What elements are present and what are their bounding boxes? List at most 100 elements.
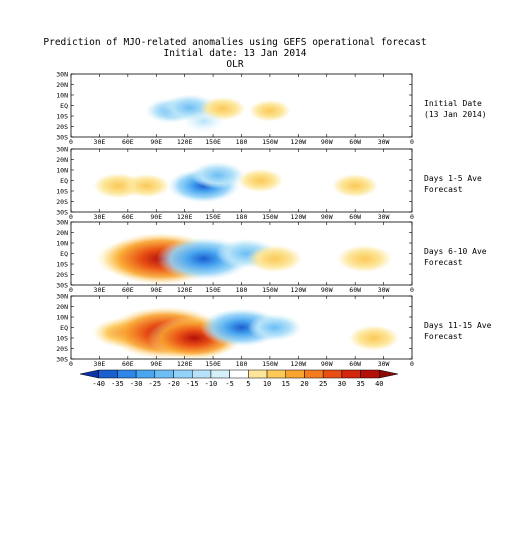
- lon-tick-label: 30E: [94, 213, 106, 221]
- colorbar-tick-label: 15: [282, 380, 290, 388]
- lat-tick-label: EQ: [60, 324, 68, 332]
- lon-tick-label: 60E: [122, 138, 134, 146]
- panel-sublabel: Forecast: [424, 258, 463, 267]
- lon-tick-label: 150E: [205, 138, 221, 146]
- lon-tick-label: 150E: [205, 286, 221, 294]
- lon-tick-label: 90E: [150, 360, 162, 368]
- colorbar-tick-label: -30: [130, 380, 143, 388]
- lon-tick-label: 0: [69, 286, 73, 294]
- anomaly-blob: [337, 245, 392, 273]
- colorbar-tick-label: 35: [356, 380, 364, 388]
- colorbar-tick-label: -10: [205, 380, 218, 388]
- colorbar-swatch: [210, 369, 230, 379]
- colorbar-swatch: [135, 369, 156, 379]
- lon-tick-label: 0: [69, 138, 73, 146]
- colorbar-swatch: [98, 369, 118, 379]
- colorbar-swatch: [117, 369, 137, 379]
- lat-tick-label: 10N: [56, 166, 68, 174]
- colorbar-tick-label: 20: [300, 380, 308, 388]
- lat-tick-label: 30N: [56, 218, 68, 226]
- lon-tick-label: 30W: [378, 213, 390, 221]
- colorbar-swatch: [341, 369, 361, 379]
- colorbar-tick-label: -15: [186, 380, 199, 388]
- anomaly-blob: [247, 314, 302, 341]
- panel-label: Initial Date: [424, 99, 482, 108]
- colorbar-tick-label: 25: [319, 380, 327, 388]
- lat-tick-label: 20S: [56, 198, 68, 206]
- lon-tick-label: 150W: [262, 286, 278, 294]
- lon-tick-label: 0: [410, 138, 414, 146]
- colorbar-swatch: [322, 369, 343, 379]
- colorbar: -40 -35 -30 -25 -20 -15 -10 -5 5 10 15 20 25 30 35 40: [79, 369, 399, 388]
- lat-tick-label: 20S: [56, 271, 68, 279]
- lon-tick-label: 120E: [177, 286, 193, 294]
- anomaly-blob: [237, 168, 284, 193]
- colorbar-tick-label: 30: [338, 380, 346, 388]
- colorbar-tick-label: 40: [375, 380, 383, 388]
- lon-tick-label: 180: [236, 286, 248, 294]
- lat-tick-label: 30S: [56, 208, 68, 216]
- lat-tick-label: 30S: [56, 281, 68, 289]
- panel-sublabel: (13 Jan 2014): [424, 110, 487, 119]
- lat-tick-label: 10N: [56, 313, 68, 321]
- colorbar-swatch: [360, 369, 380, 379]
- lon-tick-label: 90E: [150, 138, 162, 146]
- lat-tick-label: 10S: [56, 260, 68, 268]
- lon-tick-label: 0: [69, 213, 73, 221]
- lon-tick-label: 60W: [349, 213, 361, 221]
- lon-tick-label: 30E: [94, 138, 106, 146]
- panel-label: Days 1-5 Ave: [424, 174, 482, 183]
- lat-tick-label: 10S: [56, 187, 68, 195]
- lon-tick-label: 90W: [321, 138, 333, 146]
- colorbar-tick-label: -5: [225, 380, 233, 388]
- lon-tick-label: 90E: [150, 213, 162, 221]
- lat-tick-label: 30S: [56, 133, 68, 141]
- lon-tick-label: 150E: [205, 213, 221, 221]
- colorbar-swatch: [229, 369, 249, 379]
- lon-tick-label: 0: [69, 360, 73, 368]
- lon-tick-label: 120W: [291, 286, 307, 294]
- lat-tick-label: 20N: [56, 81, 68, 89]
- lon-tick-label: 120E: [177, 360, 193, 368]
- colorbar-tick-label: 5: [246, 380, 250, 388]
- lat-tick-label: 10S: [56, 334, 68, 342]
- lon-tick-label: 180: [236, 138, 248, 146]
- lon-tick-label: 90E: [150, 286, 162, 294]
- lat-tick-label: 10S: [56, 112, 68, 120]
- lat-tick-label: EQ: [60, 177, 68, 185]
- anomaly-blob: [183, 110, 225, 132]
- lon-tick-label: 150W: [262, 213, 278, 221]
- lon-tick-label: 60E: [122, 286, 134, 294]
- panel-label: Days 11-15 Ave: [424, 321, 492, 330]
- lon-tick-label: 30E: [94, 360, 106, 368]
- lon-tick-label: 60W: [349, 360, 361, 368]
- colorbar-tick-label: -35: [111, 380, 124, 388]
- lon-tick-label: 0: [410, 360, 414, 368]
- lon-tick-label: 0: [410, 213, 414, 221]
- lat-tick-label: 20N: [56, 229, 68, 237]
- lat-tick-label: 30N: [56, 70, 68, 78]
- lon-tick-label: 60E: [122, 213, 134, 221]
- panel-sublabel: Forecast: [424, 185, 463, 194]
- lat-tick-label: 30N: [56, 145, 68, 153]
- colorbar-swatch: [79, 369, 99, 379]
- panel-label: Days 6-10 Ave: [424, 247, 487, 256]
- lat-tick-label: 20S: [56, 123, 68, 131]
- anomaly-blob: [247, 245, 302, 273]
- colorbar-tick-label: -20: [167, 380, 180, 388]
- colorbar-swatch: [379, 369, 399, 379]
- lon-tick-label: 90W: [321, 360, 333, 368]
- colorbar-swatch: [191, 369, 212, 379]
- lon-tick-label: 120W: [291, 360, 307, 368]
- lon-tick-label: 60W: [349, 286, 361, 294]
- title-line-2: Initial date: 13 Jan 2014: [163, 48, 307, 59]
- lon-tick-label: 60E: [122, 360, 134, 368]
- anomaly-blob: [349, 325, 400, 351]
- title-line-1: Prediction of MJO-related anomalies usin…: [43, 37, 427, 48]
- colorbar-swatch: [154, 369, 174, 379]
